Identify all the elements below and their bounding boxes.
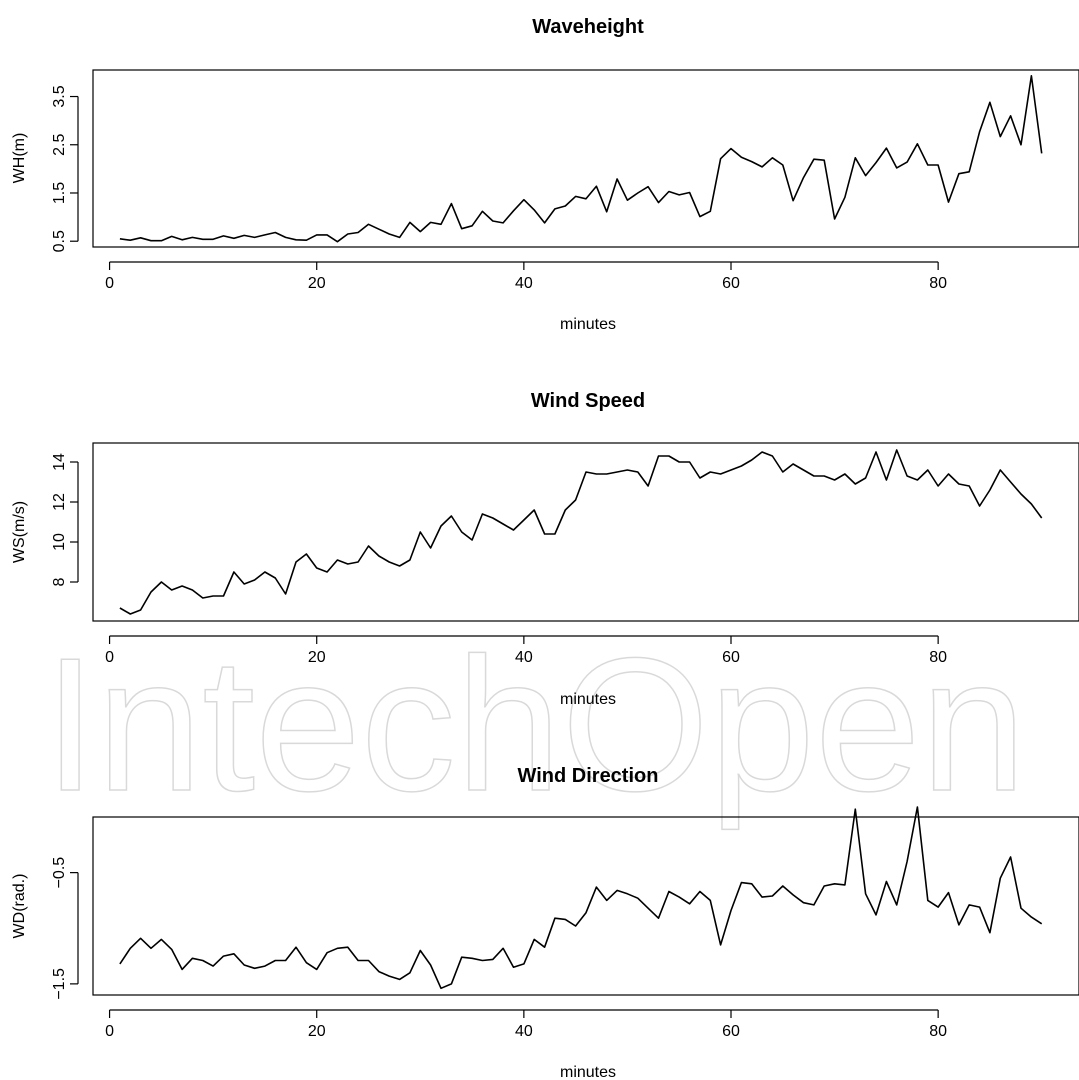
y-axis-label: WS(m/s) [11,501,28,563]
y-axis-label: WH(m) [11,133,28,184]
x-tick-label: 20 [308,649,326,666]
panel-wind-direction: Wind Direction minutes WD(rad.) 0 20 40 60 8… [11,765,1079,1080]
watermark-text: IntechOpen [44,619,1026,831]
y-axis: 0.5 1.5 2.5 3.5 [51,85,79,252]
plot-box [92,816,1079,996]
x-axis: 0 20 40 60 80 [105,261,947,292]
panel-waveheight: Waveheight minutes WH(m) 0 20 40 60 80 0.5 1.… [11,16,1079,333]
y-axis-label: WD(rad.) [11,874,28,939]
x-tick-label: 20 [308,1023,326,1040]
series-line [119,449,1043,615]
x-axis-label: minutes [560,316,616,333]
panel-wind-speed: Wind Speed minutes WS(m/s) 0 20 40 60 80 8 10… [11,390,1079,708]
x-axis: 0 20 40 60 80 [105,635,947,666]
x-tick-label: 0 [105,1023,114,1040]
x-axis-label: minutes [560,1064,616,1080]
x-axis-label: minutes [560,691,616,708]
y-axis: −1.5 −0.5 [51,857,79,1000]
chart-title: Wind Speed [531,390,645,412]
x-tick-label: 80 [929,275,947,292]
x-axis: 0 20 40 60 80 [105,1009,947,1040]
x-tick-label: 20 [308,275,326,292]
y-tick-label: 0.5 [51,230,68,252]
chart-title: Wind Direction [518,765,659,787]
x-tick-label: 60 [722,1023,740,1040]
series-group [119,806,1043,990]
x-tick-label: 60 [722,275,740,292]
x-tick-label: 0 [105,649,114,666]
x-tick-label: 80 [929,1023,947,1040]
x-tick-label: 40 [515,1023,533,1040]
plot-box [92,69,1079,248]
series-line [119,806,1043,990]
series-group [119,449,1043,615]
x-tick-label: 80 [929,649,947,666]
plot-box [92,442,1079,622]
y-tick-label: 1.5 [51,182,68,204]
y-tick-label: −1.5 [51,968,68,1000]
y-tick-label: 10 [51,533,68,551]
y-tick-label: 2.5 [51,134,68,156]
x-tick-label: 40 [515,649,533,666]
x-tick-label: 0 [105,275,114,292]
y-tick-label: 14 [51,453,68,471]
y-tick-label: 12 [51,493,68,511]
x-tick-label: 60 [722,649,740,666]
y-tick-label: −0.5 [51,857,68,889]
y-tick-label: 8 [51,577,68,586]
chart-title: Waveheight [532,16,644,38]
y-tick-label: 3.5 [51,85,68,107]
y-axis: 8 10 12 14 [51,453,79,586]
series-line [119,75,1043,243]
x-tick-label: 40 [515,275,533,292]
series-group [119,75,1043,243]
